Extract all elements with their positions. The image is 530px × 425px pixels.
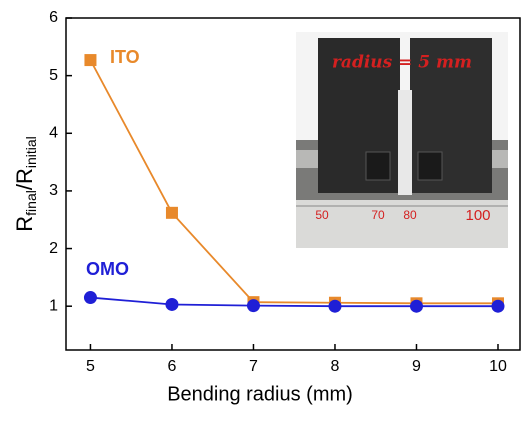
marker bbox=[165, 206, 178, 219]
x-tick-label: 9 bbox=[412, 358, 421, 375]
y-label-part: final bbox=[23, 190, 39, 216]
y-axis-label: Rfinal/Rinitial bbox=[12, 136, 39, 231]
y-label-part: R bbox=[12, 216, 37, 232]
ruler-label: 100 bbox=[465, 207, 490, 224]
y-tick-label: 4 bbox=[49, 124, 58, 141]
y-label-part: /R bbox=[12, 168, 37, 190]
x-tick-label: 7 bbox=[249, 358, 258, 375]
series-line bbox=[90, 296, 498, 308]
y-tick-label: 6 bbox=[49, 9, 58, 26]
y-tick-label: 1 bbox=[49, 297, 58, 314]
marker bbox=[84, 54, 97, 67]
series-label: OMO bbox=[86, 259, 129, 279]
y-tick-label: 5 bbox=[49, 67, 58, 84]
ruler-label: 80 bbox=[403, 208, 417, 222]
ruler-label: 50 bbox=[315, 208, 329, 222]
plot-frame bbox=[65, 17, 521, 351]
marker bbox=[328, 299, 342, 313]
x-tick-label: 6 bbox=[168, 358, 177, 375]
marker bbox=[83, 291, 97, 305]
series-line bbox=[89, 59, 498, 305]
ruler-label: 70 bbox=[371, 208, 385, 222]
marker bbox=[409, 299, 423, 313]
y-tick-label: 2 bbox=[49, 240, 58, 257]
x-axis-label: Bending radius (mm) bbox=[167, 383, 353, 405]
series-label: ITO bbox=[110, 47, 140, 67]
inset-label: radius = 5 mm bbox=[332, 53, 472, 73]
x-tick-label: 5 bbox=[86, 358, 95, 375]
y-tick-label: 3 bbox=[49, 182, 58, 199]
x-tick-label: 10 bbox=[489, 358, 507, 375]
marker bbox=[165, 297, 179, 311]
y-label-part: initial bbox=[23, 136, 39, 168]
marker bbox=[246, 299, 260, 313]
inset-photo bbox=[296, 32, 508, 248]
x-tick-label: 8 bbox=[331, 358, 340, 375]
marker bbox=[491, 299, 505, 313]
